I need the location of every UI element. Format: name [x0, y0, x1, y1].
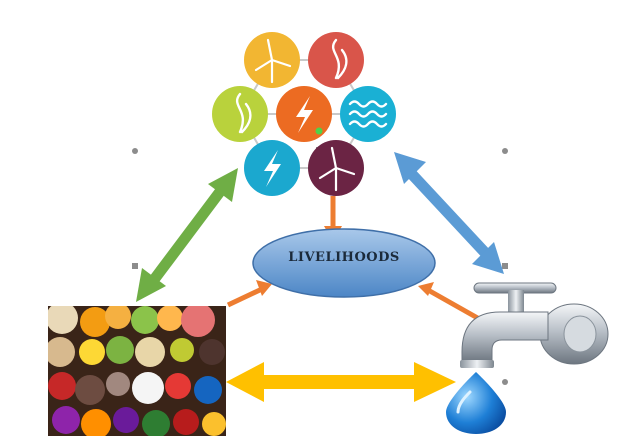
lightning-icon [296, 96, 313, 133]
energy-cell-lightning-center [276, 86, 332, 142]
wind-turbine-icon [254, 38, 292, 84]
energy-cell-lightning [244, 140, 300, 196]
cell-circle [212, 86, 268, 142]
flame-icon [331, 38, 348, 80]
waves-icon [348, 100, 388, 128]
energy-cell-flame [308, 32, 364, 88]
energy-cell-flame [212, 86, 268, 142]
food-water-double-arrow [226, 362, 456, 402]
energy-cluster [212, 32, 396, 196]
selection-handle[interactable] [502, 263, 508, 269]
energy-water-double-arrow [394, 152, 504, 274]
energy-cell-waves [340, 86, 396, 142]
water-tap-icon [446, 282, 609, 434]
water-drop-icon [446, 372, 506, 434]
selection-handle[interactable] [502, 148, 508, 154]
food-to-livelihoods-arrow [226, 280, 272, 308]
selection-handle[interactable] [132, 148, 138, 154]
wind-turbine-icon [318, 146, 356, 192]
energy-cell-wind [244, 32, 300, 88]
flame-icon [235, 92, 252, 134]
fresh-produce-icon [48, 306, 226, 436]
selection-handle[interactable] [502, 379, 508, 385]
livelihoods-ellipse[interactable] [252, 228, 436, 298]
lightning-icon [264, 150, 281, 187]
cell-circle [308, 32, 364, 88]
rotation-handle[interactable] [315, 127, 323, 135]
selection-handle[interactable] [132, 263, 138, 269]
energy-food-double-arrow [136, 168, 238, 302]
livelihoods-label: LIVELIHOODS [288, 250, 400, 265]
energy-cell-wind [308, 140, 364, 196]
livelihoods-node[interactable]: LIVELIHOODS [252, 228, 436, 298]
